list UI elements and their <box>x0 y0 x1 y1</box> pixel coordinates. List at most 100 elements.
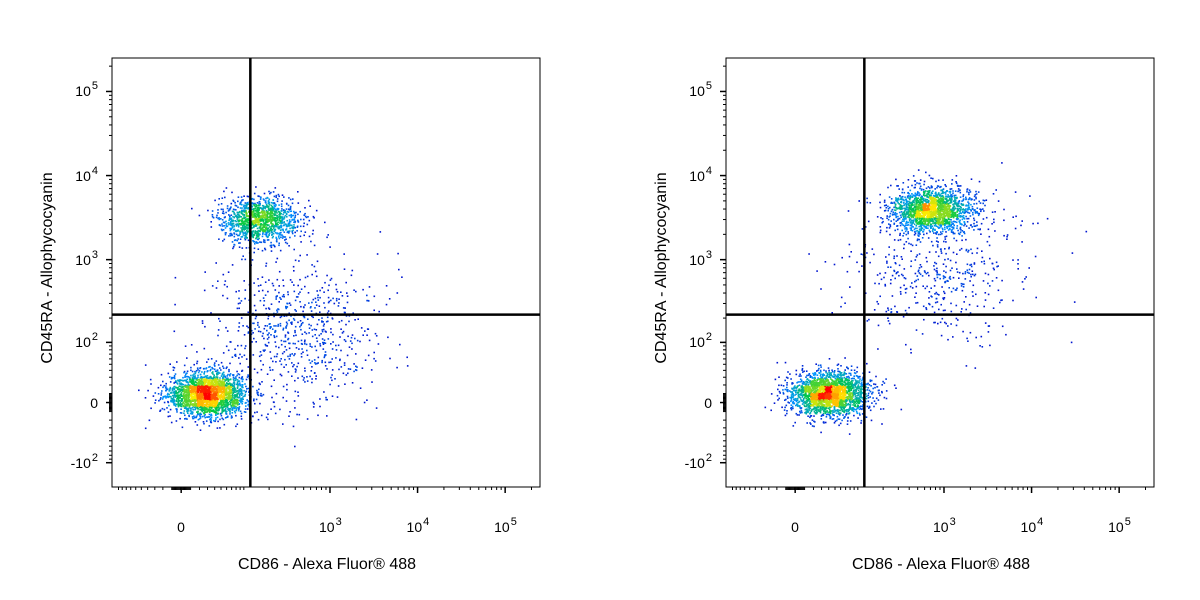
event-dot <box>235 390 238 393</box>
event-dot <box>796 381 798 384</box>
event-dot <box>300 288 303 290</box>
event-dot <box>268 209 270 212</box>
event-dot <box>173 377 176 380</box>
event-dot <box>208 397 211 399</box>
event-dot <box>199 429 202 431</box>
event-dot <box>298 348 300 350</box>
event-dot <box>226 393 229 396</box>
event-dot <box>234 377 236 380</box>
event-dot <box>355 365 357 368</box>
event-dot <box>233 406 235 408</box>
event-dot <box>265 228 268 230</box>
event-dot <box>185 408 188 410</box>
event-dot <box>371 381 373 383</box>
event-dot <box>144 397 147 399</box>
event-dot <box>247 374 249 376</box>
event-dot <box>291 230 293 232</box>
event-dot <box>235 407 237 409</box>
event-dot <box>341 332 344 334</box>
event-dot <box>204 413 206 416</box>
event-dot <box>173 367 176 369</box>
event-dot <box>293 319 296 321</box>
y-tick-label: 0 <box>90 394 98 411</box>
event-dot <box>790 404 793 406</box>
event-dot <box>311 381 313 384</box>
event-dot <box>225 410 227 413</box>
event-dot <box>181 400 183 402</box>
event-dot <box>176 361 178 363</box>
event-dot <box>259 223 262 225</box>
event-dot <box>367 299 370 302</box>
event-dot <box>874 383 877 386</box>
event-dot <box>260 354 263 356</box>
event-dot <box>258 204 260 207</box>
event-dot <box>811 419 814 421</box>
event-dot <box>271 209 274 212</box>
event-dot <box>223 409 226 412</box>
event-dot <box>207 405 210 407</box>
event-dot <box>215 387 217 390</box>
event-dot <box>258 201 261 203</box>
event-dot <box>178 396 181 399</box>
event-dot <box>305 343 308 346</box>
event-dot <box>397 252 399 255</box>
event-dot <box>221 407 223 409</box>
event-dot <box>296 225 299 228</box>
event-dot <box>199 367 201 370</box>
event-dot <box>862 404 864 406</box>
event-dot <box>304 343 306 345</box>
event-dot <box>266 215 268 217</box>
event-dot <box>214 392 216 394</box>
event-dot <box>244 395 246 397</box>
event-dot <box>271 229 274 231</box>
event-dot <box>164 395 166 398</box>
event-dot <box>269 215 272 218</box>
event-dot <box>284 241 287 244</box>
event-dot <box>154 402 156 404</box>
event-dot <box>401 276 403 278</box>
event-dot <box>254 214 257 217</box>
event-dot <box>219 398 222 400</box>
event-dot <box>255 236 258 239</box>
event-dot <box>839 412 842 414</box>
event-dot <box>237 330 240 332</box>
event-dot <box>241 380 244 383</box>
event-dot <box>233 399 236 401</box>
event-dot <box>323 323 325 325</box>
event-dot <box>207 386 210 388</box>
event-dot <box>190 394 192 396</box>
event-dot <box>809 401 811 403</box>
event-dot <box>200 377 202 379</box>
event-dot <box>261 227 264 229</box>
event-dot <box>215 409 217 412</box>
event-dot <box>313 328 316 331</box>
event-dot <box>194 404 197 406</box>
event-dot <box>169 415 171 417</box>
event-dot <box>239 238 242 240</box>
event-dot <box>281 218 283 220</box>
event-dot <box>256 202 259 204</box>
event-dot <box>326 398 328 401</box>
event-dot <box>233 388 235 390</box>
event-dot <box>398 268 400 271</box>
event-dot <box>264 248 267 251</box>
event-dot <box>299 210 301 213</box>
event-dot <box>197 385 200 387</box>
event-dot <box>215 408 218 410</box>
event-dot <box>275 325 277 327</box>
event-dot <box>224 389 227 391</box>
event-dot <box>338 302 340 304</box>
event-dot <box>232 247 234 250</box>
event-dot <box>193 395 196 397</box>
event-dot <box>277 226 279 228</box>
event-dot <box>201 389 204 391</box>
event-dot <box>311 233 314 235</box>
event-dot <box>213 374 215 376</box>
event-dot <box>313 244 316 247</box>
event-dot <box>215 262 217 264</box>
event-dot <box>231 393 234 396</box>
event-dot <box>259 215 262 218</box>
event-dot <box>229 386 232 388</box>
event-dot <box>213 391 215 394</box>
event-dot <box>217 364 220 366</box>
